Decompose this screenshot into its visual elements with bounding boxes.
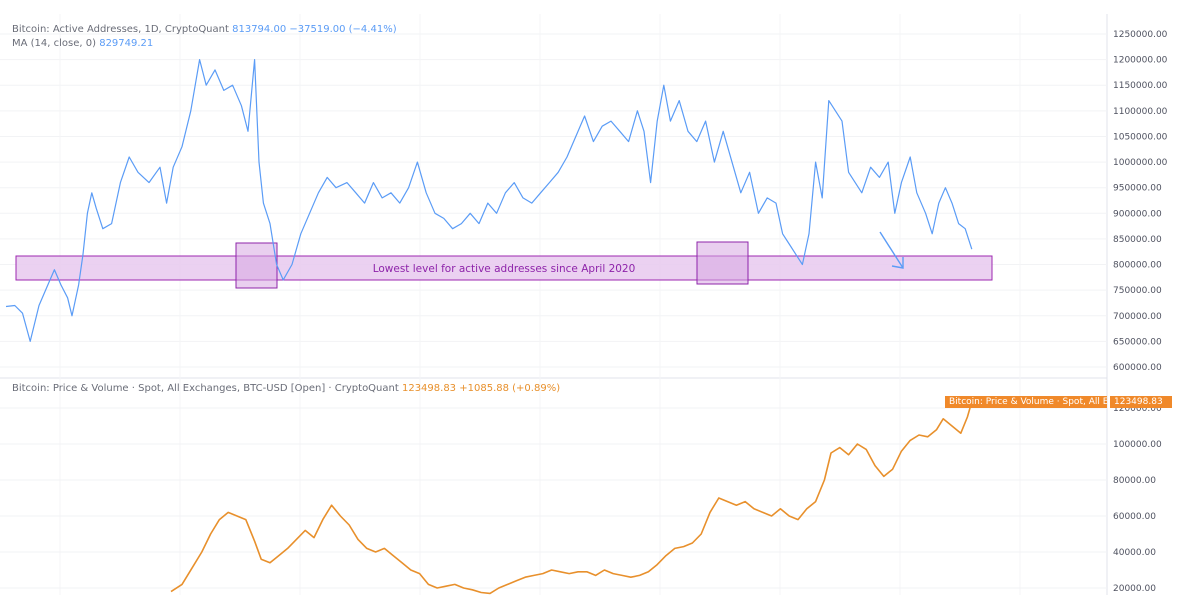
y-tick-label: 120000.00 bbox=[1113, 404, 1162, 414]
y-tick-label: 60000.00 bbox=[1113, 512, 1156, 522]
legend-price-name: Bitcoin: Price & Volume · Spot, All Exch… bbox=[12, 383, 399, 394]
legend-price-value: 123498.83 bbox=[401, 383, 457, 394]
annotation-layer: Lowest level for active addresses since … bbox=[15, 241, 993, 289]
price-line bbox=[170, 401, 973, 595]
legend-price: Bitcoin: Price & Volume · Spot, All Exch… bbox=[12, 383, 560, 394]
price-series-tag: Bitcoin: Price & Volume · Spot, All E... bbox=[945, 396, 1107, 408]
legend-ma-name: MA (14, close, 0) bbox=[12, 38, 97, 49]
trend-arrow bbox=[879, 231, 904, 269]
y-tick-label: 80000.00 bbox=[1113, 476, 1156, 486]
y-tick-label: 40000.00 bbox=[1113, 548, 1156, 558]
active-addresses-line bbox=[5, 58, 973, 342]
series-layer bbox=[5, 58, 973, 595]
y-tick-label: 650000.00 bbox=[1113, 337, 1162, 347]
y-tick-label: 950000.00 bbox=[1113, 184, 1162, 194]
y-tick-label: 1050000.00 bbox=[1113, 132, 1168, 142]
legend-moving-average: MA (14, close, 0) 829749.21 bbox=[12, 38, 153, 49]
price-last-value-tag: 123498.83 bbox=[1110, 396, 1172, 408]
legend-series-name: Bitcoin: Active Addresses, 1D, CryptoQua… bbox=[12, 24, 229, 35]
annotation-box-right bbox=[696, 241, 749, 285]
y-tick-label: 600000.00 bbox=[1113, 363, 1162, 373]
y-tick-label: 100000.00 bbox=[1113, 440, 1162, 450]
y-tick-label: 1150000.00 bbox=[1113, 81, 1168, 91]
legend-ma-value: 829749.21 bbox=[99, 38, 154, 49]
annotation-label: Lowest level for active addresses since … bbox=[373, 263, 636, 275]
y-axis-labels: 1250000.00 1200000.00 1150000.00 1100000.00… bbox=[1113, 30, 1168, 594]
y-tick-label: 700000.00 bbox=[1113, 312, 1162, 322]
y-tick-label: 800000.00 bbox=[1113, 261, 1162, 271]
trend-arrow-shaft bbox=[879, 231, 904, 269]
legend-series-value: 813794.00 bbox=[232, 24, 287, 35]
y-tick-label: 850000.00 bbox=[1113, 235, 1162, 245]
y-tick-label: 900000.00 bbox=[1113, 209, 1162, 219]
y-tick-label: 1100000.00 bbox=[1113, 107, 1168, 117]
legend-price-change: +1085.88 (+0.89%) bbox=[459, 383, 561, 394]
y-tick-label: 1250000.00 bbox=[1113, 30, 1168, 40]
annotation-box-left bbox=[235, 242, 278, 289]
annotation-band bbox=[15, 255, 993, 281]
y-tick-label: 1200000.00 bbox=[1113, 56, 1168, 66]
legend-active-addresses: Bitcoin: Active Addresses, 1D, CryptoQua… bbox=[12, 24, 397, 35]
y-tick-label: 750000.00 bbox=[1113, 286, 1162, 296]
trend-arrow-head bbox=[891, 257, 904, 269]
grid-layer bbox=[0, 14, 1107, 595]
y-tick-label: 1000000.00 bbox=[1113, 158, 1168, 168]
y-tick-label: 20000.00 bbox=[1113, 584, 1156, 594]
legend-series-change: −37519.00 (−4.41%) bbox=[289, 24, 397, 35]
